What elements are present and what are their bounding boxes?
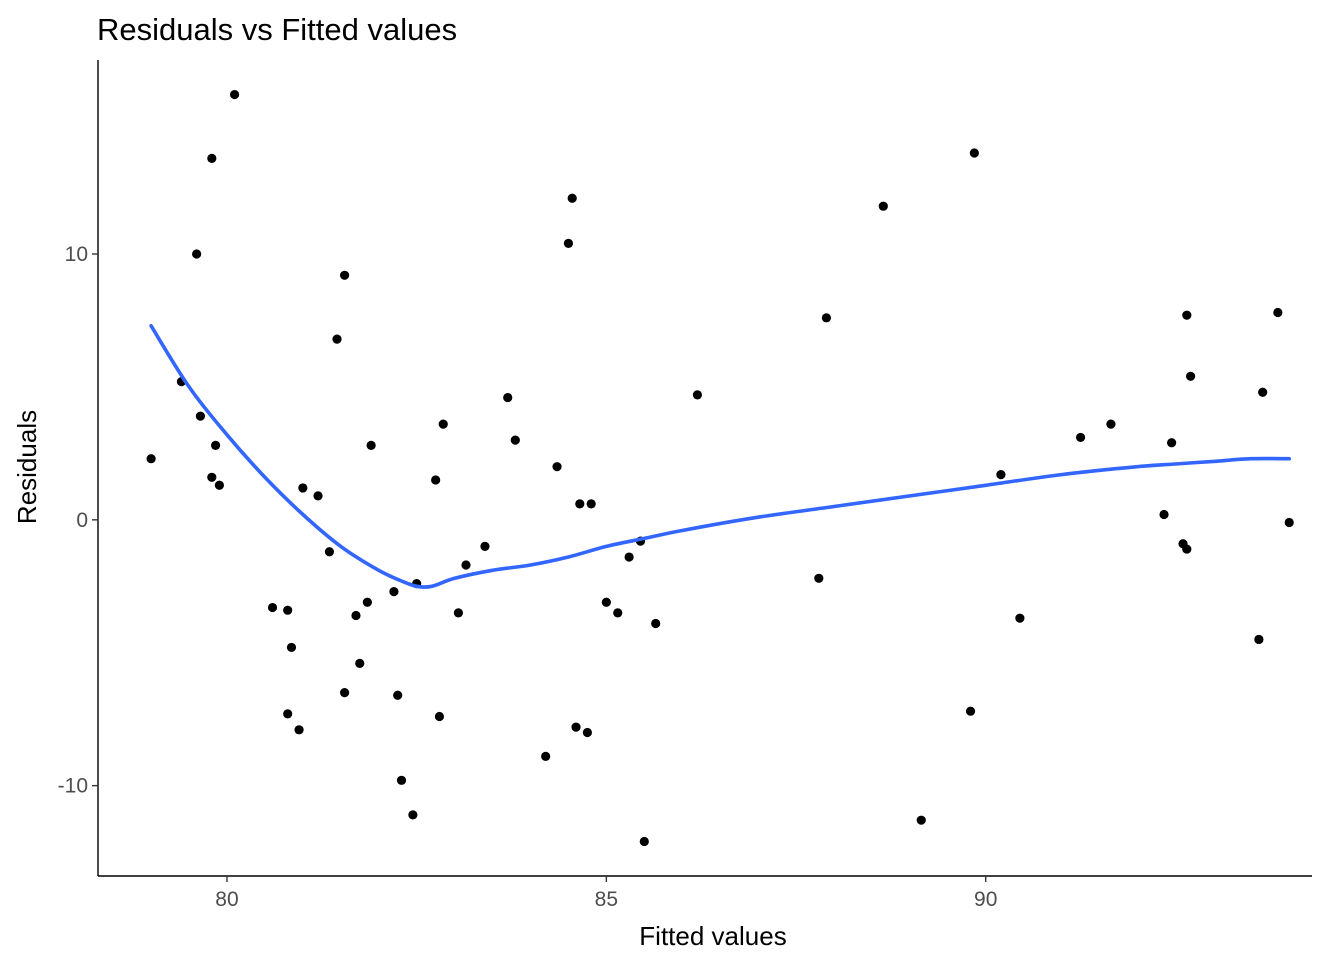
data-point [434, 711, 445, 722]
data-point [283, 709, 293, 719]
data-point [1284, 517, 1294, 528]
data-point [355, 658, 365, 668]
data-point [1106, 419, 1116, 429]
data-point [571, 722, 581, 732]
data-point [878, 201, 888, 211]
data-point [389, 586, 399, 597]
data-point [1182, 310, 1192, 320]
y-tick-label: -10 [58, 775, 88, 798]
data-point [1075, 432, 1086, 443]
data-point [624, 552, 634, 562]
data-point [563, 238, 574, 249]
x-tick-label: 85 [595, 888, 618, 911]
data-point [267, 602, 278, 613]
chart-title: Residuals vs Fitted values [97, 12, 457, 47]
x-tick-label: 80 [215, 888, 238, 911]
data-point [1167, 438, 1177, 448]
data-point [1258, 387, 1268, 397]
data-point [586, 499, 596, 509]
data-point [393, 690, 403, 700]
data-point [651, 618, 661, 629]
data-point [362, 597, 372, 607]
data-point [639, 836, 649, 847]
y-axis-title: Residuals [12, 410, 42, 524]
data-point [229, 89, 240, 100]
data-point [453, 608, 464, 618]
data-point [567, 193, 577, 203]
data-point [821, 313, 832, 323]
data-point [996, 470, 1006, 480]
data-point [461, 560, 471, 570]
data-point [1015, 613, 1025, 623]
data-point [366, 440, 376, 451]
data-point [814, 573, 824, 583]
data-point [298, 483, 308, 493]
data-point [480, 541, 490, 552]
data-point [692, 390, 703, 400]
data-point [969, 148, 979, 158]
data-point [1159, 509, 1169, 520]
data-point [214, 480, 224, 490]
data-point [146, 454, 156, 464]
data-point [541, 751, 551, 761]
data-point [965, 706, 976, 716]
data-point [575, 499, 585, 509]
data-point [286, 642, 297, 653]
x-tick-label: 90 [974, 888, 997, 911]
y-tick-label: 0 [76, 509, 88, 532]
data-point [510, 435, 520, 445]
data-point [211, 440, 221, 451]
smooth-line [149, 324, 1291, 589]
data-point [438, 419, 448, 429]
data-point [431, 475, 441, 485]
data-point [324, 547, 335, 557]
data-point [332, 334, 342, 344]
data-point [195, 411, 206, 421]
data-point [613, 608, 623, 618]
plot-area [146, 89, 1294, 847]
y-axis-ticks: -10 0 10 [58, 243, 98, 798]
x-axis-ticks: 80 85 90 [215, 876, 997, 911]
data-point [916, 815, 926, 825]
data-point [503, 392, 513, 403]
data-point [1186, 371, 1196, 381]
data-point [582, 727, 592, 738]
points-layer [146, 89, 1294, 847]
data-point [339, 687, 350, 698]
data-point [283, 605, 293, 615]
data-point [396, 775, 407, 785]
data-point [313, 491, 323, 501]
data-point [192, 249, 202, 259]
data-point [207, 472, 217, 482]
data-point [351, 610, 361, 621]
data-point [408, 810, 418, 820]
data-point [601, 597, 611, 607]
data-point [552, 462, 562, 472]
data-point [1254, 634, 1264, 645]
data-point [207, 153, 217, 163]
data-point [339, 270, 350, 280]
x-axis-title: Fitted values [639, 921, 786, 951]
y-tick-label: 10 [65, 243, 88, 266]
data-point [1273, 307, 1283, 318]
data-point [1182, 544, 1192, 554]
data-point [294, 725, 304, 735]
